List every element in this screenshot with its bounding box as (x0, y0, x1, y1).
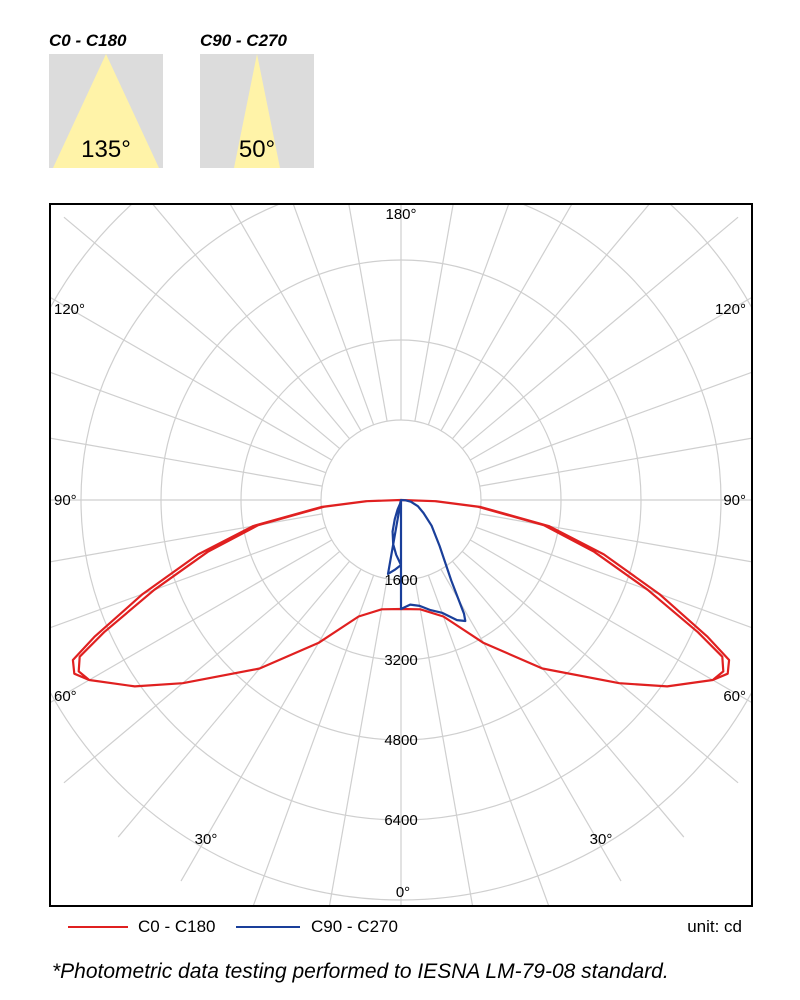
beam-box-c90: 50° (200, 54, 314, 168)
series-c90-curve (386, 498, 467, 623)
angle-label-60-left: 60° (54, 688, 77, 705)
beam-angle-c90: 50° (238, 136, 276, 163)
grid-ring (160, 259, 642, 741)
grid-spoke (469, 296, 752, 461)
beam-angle-c0: 135° (81, 136, 131, 163)
grid-spoke (328, 578, 388, 906)
grid-spoke (414, 578, 474, 906)
plot-frame (49, 203, 753, 907)
grid-spoke (469, 539, 752, 704)
grid-spoke (475, 371, 752, 474)
unit-label: unit: cd (687, 917, 742, 936)
grid-spoke (50, 539, 333, 704)
beam-panel-c90: C90 - C270 50° (200, 28, 314, 168)
grid-spoke (461, 550, 739, 784)
grid-spoke (50, 513, 323, 563)
legend-label-c90: C90 - C270 (311, 917, 398, 936)
grid-spoke (427, 204, 510, 426)
angle-label-120-right: 120° (715, 301, 746, 318)
grid-spoke (117, 560, 351, 838)
grid-spoke (180, 568, 362, 882)
grid-spoke (151, 204, 351, 440)
beam-cone-shape-c90 (234, 54, 280, 168)
radial-tick-label: 3200 (384, 652, 417, 669)
grid-spoke (252, 574, 375, 906)
grid-spoke (427, 574, 550, 906)
footnote: *Photometric data testing performed to I… (52, 960, 669, 983)
axis-labels: 180° 120° 120° 90° 90° 60° 60° 30° 30° 0° 1600 3200… (54, 206, 746, 901)
grid-spoke (50, 371, 327, 474)
grid-spoke (50, 296, 333, 461)
grid-spoke (414, 204, 454, 422)
legend-label-c0: C0 - C180 (138, 917, 216, 936)
beam-cone-c0 (53, 54, 159, 168)
beam-cone-shape-c0 (53, 54, 159, 168)
angle-label-30-left: 30° (195, 831, 218, 848)
beam-cone-c90 (234, 54, 280, 168)
grid-spoke (63, 216, 341, 450)
grid-spoke (451, 560, 685, 838)
angle-label-0-center: 0° (396, 884, 410, 901)
grid-spoke (50, 526, 327, 629)
grid-ring (50, 204, 752, 901)
grid-spoke (229, 204, 362, 432)
angle-label-60-right: 60° (723, 688, 746, 705)
beam-title-c0: C0 - C180 (49, 31, 127, 50)
grid-spoke (451, 204, 651, 440)
angle-label-90-left: 90° (54, 492, 77, 509)
grid-spoke (50, 437, 323, 487)
grid-spoke (348, 204, 388, 422)
beam-panel-c0: C0 - C180 135° (49, 28, 163, 168)
beam-title-c90: C90 - C270 (200, 31, 287, 50)
polar-grid (50, 204, 752, 906)
grid-spoke (292, 204, 375, 426)
grid-ring (240, 339, 562, 661)
grid-ring (80, 204, 722, 821)
radial-tick-label: 4800 (384, 732, 417, 749)
angle-label-120-left: 120° (54, 301, 85, 318)
radial-tick-label: 1600 (384, 572, 417, 589)
beam-box-c0: 135° (49, 54, 163, 168)
grid-spoke (440, 568, 622, 882)
angle-label-30-right: 30° (590, 831, 613, 848)
grid-spoke (63, 550, 341, 784)
angle-label-90-right: 90° (723, 492, 746, 509)
grid-spoke (479, 437, 752, 487)
radial-tick-label: 6400 (384, 812, 417, 829)
grid-spoke (440, 204, 573, 432)
series-layer (71, 498, 731, 688)
angle-label-180-center: 180° (385, 206, 416, 223)
grid-spoke (461, 216, 739, 450)
